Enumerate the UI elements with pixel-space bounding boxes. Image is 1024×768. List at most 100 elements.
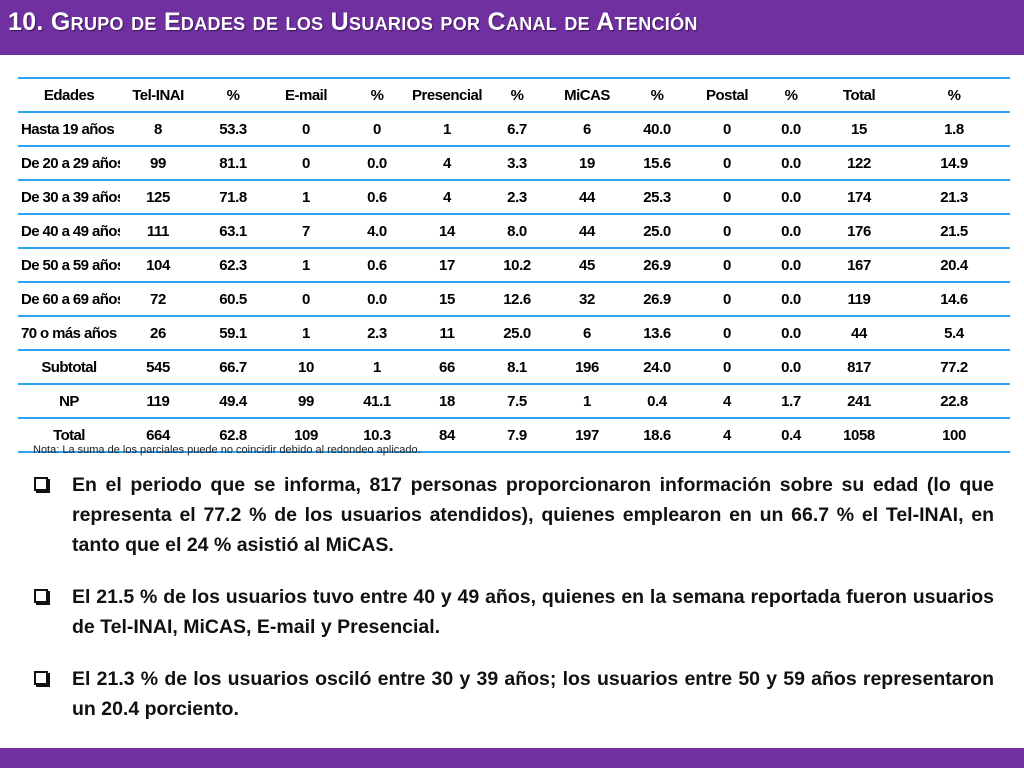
age-group-label: De 30 a 39 años [18, 180, 120, 215]
table-cell: 119 [820, 282, 898, 317]
summary-label: Total [18, 418, 120, 453]
column-header: % [196, 77, 270, 113]
table-cell: 25.3 [622, 180, 692, 215]
table-cell: 2.3 [482, 180, 552, 215]
table-cell: 125 [120, 180, 196, 215]
table-cell: 196 [552, 349, 622, 385]
table-cell: 13.6 [622, 316, 692, 351]
table-cell: 24.0 [622, 349, 692, 385]
table-cell: 18.6 [622, 418, 692, 453]
column-header: % [482, 77, 552, 113]
table-cell: 32 [552, 282, 622, 317]
table-cell: 111 [120, 214, 196, 249]
table-note: Nota: La suma de los parciales puede no … [33, 444, 421, 456]
table-cell: 0 [692, 248, 762, 283]
table-cell: 21.3 [898, 180, 1010, 215]
table-cell: 4 [692, 418, 762, 453]
table-cell: 1 [270, 316, 342, 351]
table-cell: 99 [270, 384, 342, 419]
table-cell: 241 [820, 384, 898, 419]
checkbox-bullet-icon [34, 671, 48, 685]
table-cell: 7 [270, 214, 342, 249]
age-group-label: De 60 a 69 años [18, 282, 120, 317]
table-cell: 45 [552, 248, 622, 283]
table-cell: 6 [552, 112, 622, 147]
slide-title: 10. Grupo de Edades de los Usuarios por … [8, 8, 698, 36]
age-table-container: Edades Tel-INAI% E-mail% Presencial% MiCAS% P… [18, 77, 1010, 453]
table-cell: 0.4 [762, 418, 820, 453]
table-cell: 0.0 [762, 112, 820, 147]
table-cell: 72 [120, 282, 196, 317]
column-header: Presencial [412, 77, 482, 113]
table-cell: 21.5 [898, 214, 1010, 249]
table-cell: 20.4 [898, 248, 1010, 283]
table-cell: 0.6 [342, 180, 412, 215]
table-cell: 7.9 [482, 418, 552, 453]
table-cell: 10 [270, 349, 342, 385]
table-cell: 1 [412, 112, 482, 147]
table-row: De 40 a 49 años 111 63.1 7 4.0 14 8.0 44 25.0 0 0.… [18, 214, 1010, 249]
table-cell: 0.0 [342, 282, 412, 317]
bullet-text: El 21.5 % de los usuarios tuvo entre 40 … [72, 586, 994, 638]
table-cell: 44 [820, 316, 898, 351]
table-cell: 15 [820, 112, 898, 147]
table-cell: 6.7 [482, 112, 552, 147]
bullet-list: En el periodo que se informa, 817 person… [34, 470, 994, 746]
column-header: % [342, 77, 412, 113]
table-row: 70 o más años 26 59.1 1 2.3 11 25.0 6 13.6 0 0.0 44… [18, 316, 1010, 351]
table-cell: 66 [412, 349, 482, 385]
table-cell: 19 [552, 146, 622, 181]
table-cell: 4 [692, 384, 762, 419]
table-cell: 26.9 [622, 282, 692, 317]
bullet-text: En el periodo que se informa, 817 person… [72, 474, 994, 556]
table-cell: 545 [120, 349, 196, 385]
table-cell: 0.0 [762, 146, 820, 181]
table-row: De 60 a 69 años 72 60.5 0 0.0 15 12.6 32 26.9 0 0.… [18, 282, 1010, 317]
table-cell: 0.0 [762, 248, 820, 283]
column-header: Tel-INAI [120, 77, 196, 113]
table-cell: 1 [270, 180, 342, 215]
column-header: E-mail [270, 77, 342, 113]
table-cell: 0 [692, 316, 762, 351]
table-cell: 0 [692, 349, 762, 385]
table-cell: 0 [692, 112, 762, 147]
table-cell: 14.9 [898, 146, 1010, 181]
table-cell: 0.4 [622, 384, 692, 419]
table-cell: 2.3 [342, 316, 412, 351]
bullet-item: El 21.5 % de los usuarios tuvo entre 40 … [34, 582, 994, 642]
table-cell: 59.1 [196, 316, 270, 351]
table-cell: 18 [412, 384, 482, 419]
table-cell: 6 [552, 316, 622, 351]
checkbox-bullet-icon [34, 477, 48, 491]
table-cell: 60.5 [196, 282, 270, 317]
table-cell: 44 [552, 214, 622, 249]
table-cell: 1 [342, 349, 412, 385]
table-cell: 99 [120, 146, 196, 181]
bullet-item: El 21.3 % de los usuarios osciló entre 3… [34, 664, 994, 724]
column-header: % [762, 77, 820, 113]
column-header: Edades [18, 77, 120, 113]
table-cell: 119 [120, 384, 196, 419]
table-cell: 0 [270, 282, 342, 317]
table-cell: 3.3 [482, 146, 552, 181]
table-cell: 44 [552, 180, 622, 215]
column-header: MiCAS [552, 77, 622, 113]
title-bar: 10. Grupo de Edades de los Usuarios por … [0, 0, 1024, 55]
table-cell: 5.4 [898, 316, 1010, 351]
table-cell: 41.1 [342, 384, 412, 419]
table-cell: 0 [342, 112, 412, 147]
table-cell: 122 [820, 146, 898, 181]
table-cell: 1.8 [898, 112, 1010, 147]
age-group-label: De 50 a 59 años [18, 248, 120, 283]
table-cell: 66.7 [196, 349, 270, 385]
table-cell: 63.1 [196, 214, 270, 249]
age-group-label: De 40 a 49 años [18, 214, 120, 249]
table-cell: 15 [412, 282, 482, 317]
table-row: De 50 a 59 años 104 62.3 1 0.6 17 10.2 45 26.9 0 0… [18, 248, 1010, 283]
summary-row: Total 664 62.8 109 10.3 84 7.9 197 18.6 4 0.4 1058 1… [18, 418, 1010, 453]
table-cell: 1058 [820, 418, 898, 453]
table-cell: 176 [820, 214, 898, 249]
bullet-item: En el periodo que se informa, 817 person… [34, 470, 994, 560]
table-cell: 104 [120, 248, 196, 283]
table-cell: 10.2 [482, 248, 552, 283]
